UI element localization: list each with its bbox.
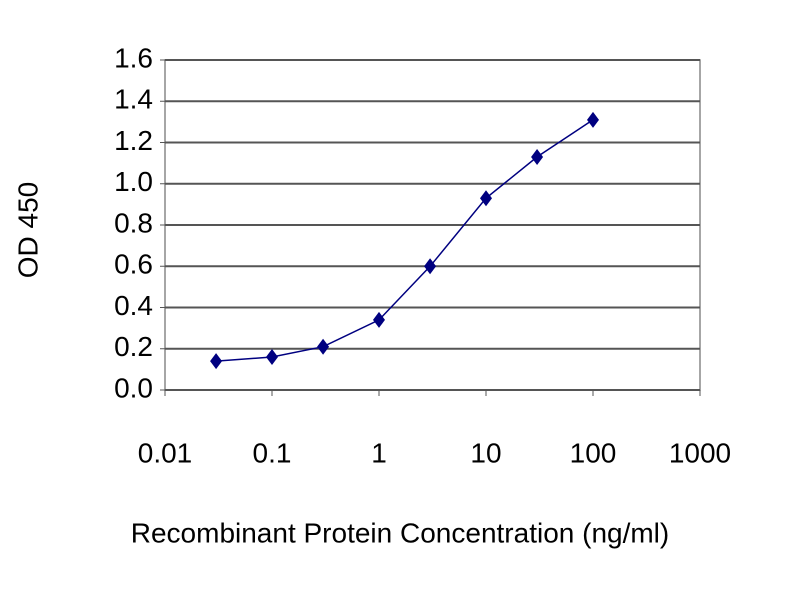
data-point (587, 111, 599, 128)
y-tick-label: 0.4 (114, 290, 153, 321)
x-axis-title: Recombinant Protein Concentration (ng/ml… (131, 517, 669, 548)
y-tick-label: 1.0 (114, 166, 153, 197)
x-tick-label: 1000 (669, 437, 731, 468)
data-point (480, 190, 492, 207)
x-tick-label: 0.01 (138, 437, 193, 468)
x-tick-label: 0.1 (253, 437, 292, 468)
y-tick-label: 1.4 (114, 84, 153, 115)
data-point (531, 148, 544, 165)
y-tick-label: 1.2 (114, 125, 153, 156)
x-tick-label: 10 (470, 437, 501, 468)
data-point (317, 338, 330, 355)
y-tick-label: 0.0 (114, 372, 153, 403)
data-point (210, 353, 223, 370)
y-tick-label: 0.8 (114, 207, 153, 238)
y-tick-label: 1.6 (114, 42, 153, 73)
y-axis-title: OD 450 (12, 182, 43, 279)
data-point (266, 349, 278, 365)
x-tick-label: 100 (570, 437, 617, 468)
series-line (216, 119, 594, 362)
y-tick-label: 0.2 (114, 331, 153, 362)
y-tick-label: 0.6 (114, 249, 153, 280)
data-point (424, 258, 437, 275)
data-point (373, 311, 385, 328)
x-tick-label: 1 (371, 437, 387, 468)
